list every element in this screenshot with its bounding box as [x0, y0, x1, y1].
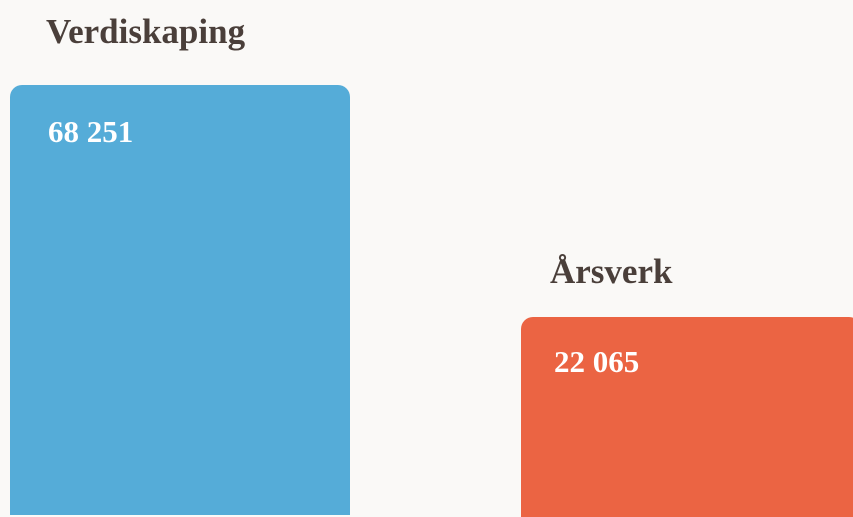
item-value: 22 065: [554, 344, 640, 379]
item-label: Årsverk: [550, 252, 673, 291]
page: {"items": [ {"label": "Verdiskaping", "v…: [10, 12, 853, 517]
bar: [10, 85, 350, 515]
item-value: 68 251: [48, 114, 134, 149]
bar: [521, 317, 853, 517]
item-label: Verdiskaping: [46, 12, 246, 51]
